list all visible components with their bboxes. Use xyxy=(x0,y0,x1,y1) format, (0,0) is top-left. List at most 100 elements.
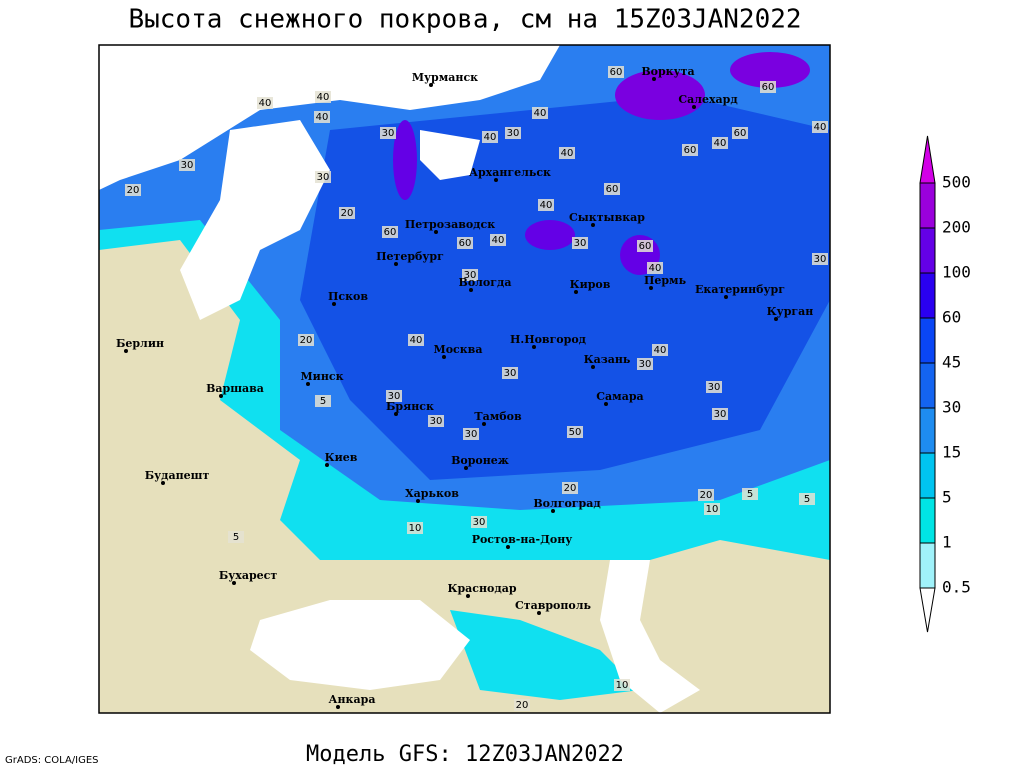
city-dot xyxy=(724,295,728,299)
city-dot xyxy=(591,223,595,227)
city-label: Сыктывкар xyxy=(569,211,645,224)
contour-label-box xyxy=(608,66,624,78)
city-dot xyxy=(332,302,336,306)
contour-label-box xyxy=(514,699,530,711)
very-deep-snow xyxy=(730,52,810,88)
contour-label-box xyxy=(647,262,663,274)
colorbar-label: 1 xyxy=(942,533,952,552)
city-label: Киев xyxy=(325,451,358,464)
contour-label: 60 xyxy=(762,82,775,93)
city-label: Мурманск xyxy=(412,71,478,84)
city-dot xyxy=(306,382,310,386)
contour-label-box xyxy=(490,234,506,246)
contour-label: 40 xyxy=(714,138,727,149)
contour-label: 30 xyxy=(504,368,517,379)
contour-label: 30 xyxy=(388,391,401,402)
city-label: Псков xyxy=(328,290,368,303)
city-dot xyxy=(649,286,653,290)
contour-label-box xyxy=(572,237,588,249)
contour-label-box xyxy=(812,121,828,133)
sea xyxy=(600,560,700,713)
city-label: Минск xyxy=(300,370,343,383)
contour-label-box xyxy=(502,367,518,379)
contour-label-box xyxy=(637,358,653,370)
contour-label: 30 xyxy=(639,359,652,370)
contour-label: 40 xyxy=(317,92,330,103)
contour-label-box xyxy=(704,503,720,515)
contour-label: 40 xyxy=(492,235,505,246)
contour-label: 40 xyxy=(654,345,667,356)
city-dot xyxy=(124,349,128,353)
city-label: Петербург xyxy=(376,250,444,263)
contour-label-box xyxy=(532,107,548,119)
title: Высота снежного покрова, см на 15Z03JAN2… xyxy=(128,5,801,35)
contour-label-box xyxy=(382,226,398,238)
contour-label-box xyxy=(462,269,478,281)
sea xyxy=(99,45,560,190)
sea xyxy=(250,600,470,690)
caucasus-snow xyxy=(450,610,640,700)
colorbar-segment xyxy=(919,452,936,499)
sea xyxy=(420,130,480,180)
city-dot xyxy=(537,611,541,615)
contour-label: 60 xyxy=(610,67,623,78)
colorbar-label: 45 xyxy=(942,353,961,372)
colorbar-label: 500 xyxy=(942,173,971,192)
contour-label-box xyxy=(457,237,473,249)
contour-label-box xyxy=(380,127,396,139)
contour-label-box xyxy=(386,390,402,402)
city-label: Харьков xyxy=(405,487,459,500)
contour-label: 20 xyxy=(700,490,713,501)
contour-label: 20 xyxy=(516,700,529,711)
contour-label-box xyxy=(742,488,758,500)
city-dot xyxy=(466,594,470,598)
contour-label-box xyxy=(538,199,554,211)
contour-label: 40 xyxy=(540,200,553,211)
contour-label: 5 xyxy=(747,489,753,500)
contour-label: 5 xyxy=(320,396,326,407)
city-label: Н.Новгород xyxy=(510,333,586,346)
deep-snow-area xyxy=(300,95,830,480)
contour-label: 40 xyxy=(561,148,574,159)
contour-label: 40 xyxy=(534,108,547,119)
colorbar-label: 5 xyxy=(942,488,952,507)
city-label: Брянск xyxy=(386,400,434,413)
city-dot xyxy=(494,178,498,182)
contour-label-box xyxy=(125,184,141,196)
contour-label-box xyxy=(505,127,521,139)
contour-label: 30 xyxy=(464,270,477,281)
colorbar-label: 15 xyxy=(942,443,961,462)
city-label: Волгоград xyxy=(533,497,600,510)
colorbar-label: 60 xyxy=(942,308,961,327)
city-dot xyxy=(532,345,536,349)
city-label: Самара xyxy=(596,390,643,403)
city-dot xyxy=(469,288,473,292)
colorbar-under xyxy=(919,587,936,633)
city-label: Екатеринбург xyxy=(695,283,785,296)
contour-label-box xyxy=(760,81,776,93)
colorbar-segment xyxy=(919,542,936,589)
contour-label-box xyxy=(706,381,722,393)
contour-label-box xyxy=(298,334,314,346)
contour-label: 30 xyxy=(465,429,478,440)
city-label: Тамбов xyxy=(474,410,522,423)
city-dot xyxy=(434,230,438,234)
contour-label-box xyxy=(712,408,728,420)
contour-label-box xyxy=(682,144,698,156)
colorbar-segment xyxy=(919,227,936,274)
contour-label: 30 xyxy=(814,254,827,265)
contour-label-box xyxy=(315,171,331,183)
contour-label: 60 xyxy=(459,238,472,249)
contour-label: 5 xyxy=(233,532,239,543)
contour-label: 10 xyxy=(706,504,719,515)
city-label: Салехард xyxy=(678,93,737,106)
sea xyxy=(180,120,330,320)
very-deep-snow xyxy=(525,220,575,250)
city-dot xyxy=(774,317,778,321)
very-deep-snow xyxy=(615,70,705,120)
contour-label: 60 xyxy=(734,128,747,139)
map-frame xyxy=(98,44,831,714)
